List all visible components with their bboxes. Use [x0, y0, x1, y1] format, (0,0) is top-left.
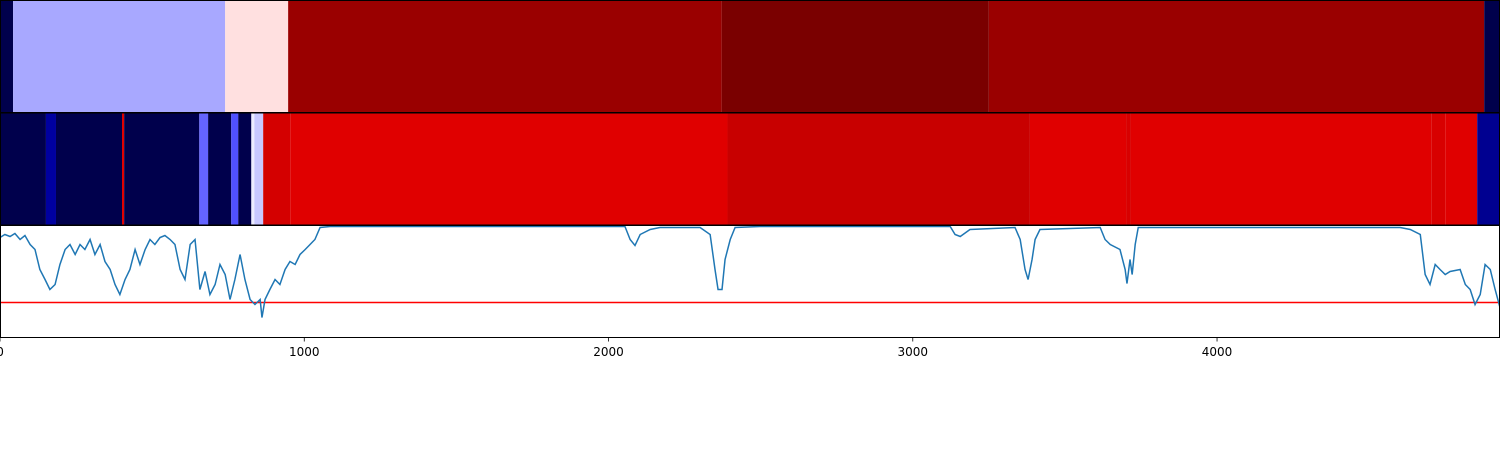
strip-segment [0, 113, 46, 225]
strip-segment [45, 113, 56, 225]
data-line [0, 225, 1500, 318]
strip-segment [13, 0, 226, 113]
strip-segment [1126, 113, 1131, 225]
x-tick-label: 3000 [898, 345, 929, 359]
x-tick-label: 1000 [289, 345, 320, 359]
strip-segment [727, 113, 1030, 225]
strip-segment [124, 113, 200, 225]
strip-segment [1431, 113, 1446, 225]
strip-segment [721, 0, 989, 113]
x-tick-label: 4000 [1202, 345, 1233, 359]
strip-segment [1477, 113, 1500, 225]
strip-segment [0, 0, 14, 113]
strip-segment [122, 113, 125, 225]
strip-segment [263, 113, 291, 225]
strip-segment [1029, 113, 1127, 225]
strip-segment [55, 113, 123, 225]
strip-segment [290, 113, 728, 225]
panel-frame [0, 225, 1500, 338]
strip-segment [231, 113, 239, 225]
strip-segment [254, 113, 264, 225]
strip-segment [225, 0, 289, 113]
x-tick-label: 2000 [593, 345, 624, 359]
strip-segment [288, 0, 722, 113]
strip-segment [1130, 113, 1432, 225]
strip-segment [988, 0, 1485, 113]
strip-segment [1484, 0, 1500, 113]
strip-segment [238, 113, 252, 225]
strip-segment [208, 113, 232, 225]
strip-segment [1445, 113, 1478, 225]
x-tick-label: 0 [0, 345, 4, 359]
strip-segment [251, 113, 255, 225]
strip-segment [199, 113, 209, 225]
